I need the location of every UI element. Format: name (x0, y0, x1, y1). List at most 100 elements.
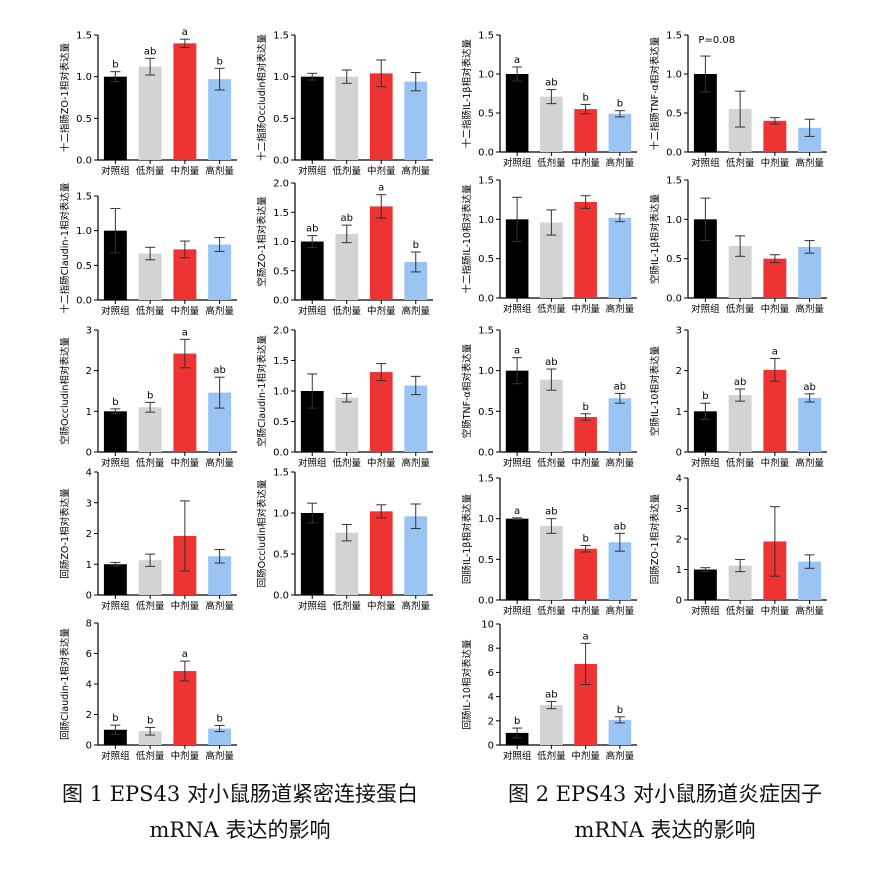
x-tick-label: 低剂量 (332, 165, 361, 177)
bar-chart-14: 0.0 0.5 1.0 1.5 a 对照组 ab 低剂量 b 中剂量 ab 高剂量 空肠TNF-α相对表… (461, 326, 637, 469)
x-tick-label: 对照组 (503, 303, 532, 315)
y-tick-label: 1.5 (478, 474, 494, 485)
significance-letter: b (147, 390, 153, 401)
y-axis-label: 空肠Claudin-1相对表达量 (256, 335, 268, 447)
bar (798, 561, 822, 600)
bar (404, 261, 428, 300)
y-tick-label: 1.5 (273, 468, 289, 479)
x-tick-label: 高剂量 (205, 750, 234, 762)
bar (103, 729, 127, 745)
bar (693, 569, 717, 600)
y-tick-label: 2 (676, 535, 682, 546)
bar-chart-6: 0.0 0.5 1.0 1.5 2.0 对照组 低剂量 中剂量 高剂量 空肠Claudin-1相对… (256, 326, 433, 469)
y-tick-label: 2 (86, 366, 92, 377)
y-tick-label: 3 (86, 498, 92, 509)
bar (208, 728, 232, 745)
bar (608, 542, 632, 600)
bar (335, 233, 359, 300)
significance-letter: ab (306, 224, 318, 235)
y-axis-label: 空肠Occludin相对表达量 (59, 337, 71, 445)
bar (138, 407, 162, 452)
x-tick-label: 高剂量 (401, 165, 430, 177)
x-tick-label: 对照组 (101, 600, 130, 612)
significance-letter: b (413, 240, 419, 251)
y-tick-label: 4 (86, 680, 92, 691)
bar (505, 74, 529, 152)
bar (574, 548, 597, 600)
x-tick-label: 中剂量 (761, 457, 790, 469)
y-tick-label: 2 (86, 710, 92, 721)
bar (173, 353, 197, 452)
bar-chart-4: 0.0 0.5 1.0 1.5 2.0 ab 对照组 ab 低剂量 a 中剂量 b 高剂量 空肠ZO-1相… (256, 179, 433, 317)
bar-chart-7: 0 1 2 3 4 对照组 低剂量 中剂量 高剂量 回肠ZO-1相对表达量 (59, 468, 237, 612)
significance-letter: b (112, 397, 118, 408)
y-tick-label: 0.0 (273, 296, 289, 307)
x-tick-label: 中剂量 (367, 457, 396, 469)
figure-2-caption-line2: mRNA 表达的影响 (574, 818, 756, 842)
bar (208, 392, 232, 452)
y-tick-label: 3 (676, 504, 682, 515)
y-tick-label: 0.0 (478, 148, 494, 159)
x-tick-label: 对照组 (503, 605, 532, 617)
x-tick-label: 低剂量 (136, 305, 165, 317)
bar (798, 127, 822, 152)
x-tick-label: 对照组 (298, 457, 327, 469)
significance-letter: b (582, 534, 588, 545)
significance-letter: ab (545, 689, 557, 700)
significance-letter: b (702, 391, 708, 402)
x-tick-label: 中剂量 (571, 303, 600, 315)
bar (208, 244, 232, 300)
bar (693, 74, 717, 152)
y-tick-label: 0.5 (76, 114, 92, 125)
y-tick-label: 6 (488, 668, 494, 679)
y-tick-label: 2.0 (273, 179, 289, 190)
bar (608, 113, 632, 152)
significance-letter: b (216, 713, 222, 724)
y-tick-label: 0 (86, 448, 92, 459)
x-tick-label: 高剂量 (795, 457, 824, 469)
bar (173, 43, 197, 161)
figure-2-caption: 图 2 EPS43 对小鼠肠道炎症因子 mRNA 表达的影响 (450, 776, 880, 848)
figure-2-caption-line1: 图 2 EPS43 对小鼠肠道炎症因子 (508, 782, 822, 806)
bar (369, 372, 393, 452)
bar (300, 76, 324, 160)
x-tick-label: 对照组 (101, 750, 130, 762)
y-tick-label: 0.5 (478, 555, 494, 566)
y-tick-label: 1.5 (273, 356, 289, 367)
significance-letter: ab (545, 357, 557, 368)
y-tick-label: 2 (676, 366, 682, 377)
bar (369, 511, 393, 595)
x-tick-label: 中剂量 (761, 605, 790, 617)
y-tick-label: 0.0 (478, 294, 494, 305)
bar-chart-10: 0.0 0.5 1.0 1.5 a 对照组 ab 低剂量 b 中剂量 b 高剂量 十二指肠IL-1β相对… (461, 31, 637, 169)
y-tick-label: 0 (676, 448, 682, 459)
y-tick-label: 1.5 (76, 31, 92, 42)
x-tick-label: 中剂量 (571, 157, 600, 169)
significance-letter: b (112, 713, 118, 724)
significance-letter: a (378, 183, 384, 194)
y-tick-label: 4 (676, 474, 682, 485)
bar (728, 246, 752, 298)
significance-letter: ab (545, 507, 557, 518)
significance-letter: ab (614, 521, 626, 532)
y-tick-label: 0.0 (273, 156, 289, 167)
bar (505, 518, 529, 600)
x-tick-label: 高剂量 (401, 305, 430, 317)
bar (208, 79, 232, 160)
y-tick-label: 1.5 (273, 208, 289, 219)
significance-letter: ab (803, 382, 815, 393)
y-tick-label: 1.0 (478, 70, 494, 81)
y-tick-label: 0.0 (666, 148, 682, 159)
x-tick-label: 低剂量 (537, 303, 566, 315)
y-tick-label: 3 (676, 326, 682, 337)
y-axis-label: 回肠Occludin相对表达量 (256, 479, 268, 587)
x-tick-label: 中剂量 (171, 165, 200, 177)
x-tick-label: 低剂量 (537, 605, 566, 617)
x-tick-label: 对照组 (298, 305, 327, 317)
y-tick-label: 1.0 (273, 72, 289, 83)
x-tick-label: 高剂量 (795, 157, 824, 169)
bar (505, 370, 529, 452)
significance-letter: ab (614, 381, 626, 392)
x-tick-label: 高剂量 (606, 157, 635, 169)
bar (608, 398, 632, 452)
